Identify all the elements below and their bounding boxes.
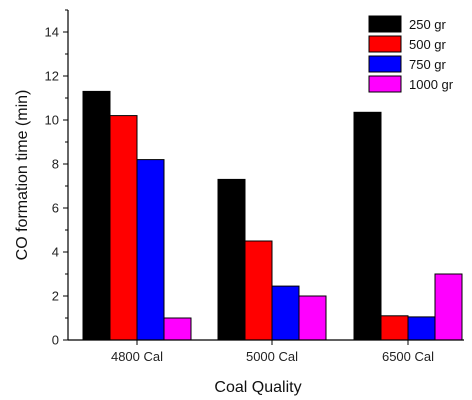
bars-group [82, 90, 463, 341]
legend-swatch-500gr [368, 35, 402, 53]
bar-500gr-6500Cal [380, 315, 409, 341]
legend-swatch-250gr [368, 15, 402, 33]
legend-label-1000gr: 1000 gr [409, 77, 454, 92]
y-tick-label-0: 0 [52, 333, 59, 348]
bar-250gr-5000Cal [217, 178, 246, 341]
bar-750gr-5000Cal [271, 285, 300, 341]
bar-250gr-6500Cal [353, 111, 382, 341]
x-tick-label-6500Cal: 6500 Cal [382, 349, 434, 364]
bar-500gr-5000Cal [244, 240, 273, 341]
bar-1000gr-6500Cal [434, 273, 463, 341]
y-tick-label-2: 2 [52, 289, 59, 304]
x-tick-label-4800Cal: 4800 Cal [111, 349, 163, 364]
bar-750gr-6500Cal [407, 316, 436, 341]
legend: 250 gr 500 gr 750 gr 1000 gr [368, 15, 454, 93]
bar-1000gr-5000Cal [298, 295, 327, 341]
y-tick-label-6: 6 [52, 201, 59, 216]
x-tick-label-5000Cal: 5000 Cal [246, 349, 298, 364]
y-tick-label-4: 4 [52, 245, 59, 260]
y-tick-label-12: 12 [45, 69, 59, 84]
legend-label-250gr: 250 gr [409, 17, 447, 32]
legend-swatch-1000gr [368, 75, 402, 93]
legend-label-750gr: 750 gr [409, 57, 447, 72]
bar-500gr-4800Cal [109, 115, 138, 341]
legend-swatch-750gr [368, 55, 402, 73]
y-tick-label-14: 14 [45, 25, 59, 40]
y-tick-label-10: 10 [45, 113, 59, 128]
bar-1000gr-4800Cal [163, 317, 192, 341]
axes-group [67, 10, 464, 341]
y-axis-title: CO formation time (min) [14, 90, 31, 261]
bar-250gr-4800Cal [82, 90, 111, 341]
bar-750gr-4800Cal [136, 159, 165, 341]
legend-label-500gr: 500 gr [409, 37, 447, 52]
ticks-group: 0 2 4 6 8 10 12 14 4800 Cal 5000 Cal 6500 Cal [45, 9, 434, 364]
y-tick-label-8: 8 [52, 157, 59, 172]
x-axis-title: Coal Quality [214, 379, 301, 396]
